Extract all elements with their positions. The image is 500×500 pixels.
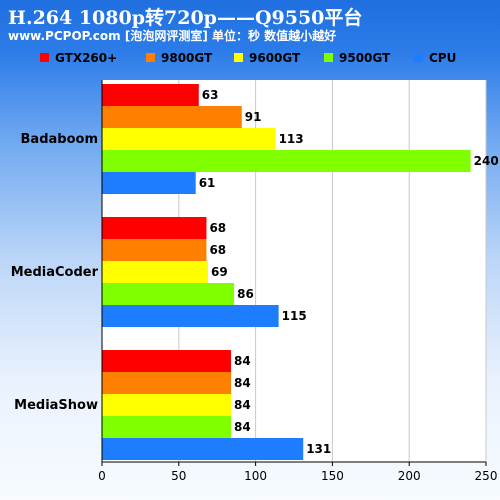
data-label: 84 xyxy=(234,354,251,368)
chart-subtitle: www.PCPOP.com [泡泡网评测室] 单位：秒 数值越小越好 xyxy=(8,29,337,43)
legend-label: 9600GT xyxy=(249,51,301,65)
data-label: 69 xyxy=(211,265,228,279)
legend-label: GTX260+ xyxy=(55,51,117,65)
category-label: MediaShow xyxy=(14,398,98,413)
category-label: MediaCoder xyxy=(11,265,99,280)
x-tick-label: 50 xyxy=(171,469,186,483)
data-label: 131 xyxy=(306,442,331,456)
bar xyxy=(102,128,276,150)
data-label: 63 xyxy=(202,88,219,102)
x-tick-label: 0 xyxy=(98,469,106,483)
x-tick-label: 150 xyxy=(321,469,344,483)
legend-label: 9500GT xyxy=(339,51,391,65)
legend-label: 9800GT xyxy=(161,51,213,65)
legend-swatch xyxy=(324,53,333,62)
bar xyxy=(102,350,232,372)
x-tick-label: 100 xyxy=(244,469,267,483)
data-label: 91 xyxy=(245,110,262,124)
bar xyxy=(102,416,232,438)
x-tick-label: 250 xyxy=(475,469,498,483)
bar xyxy=(102,106,242,128)
data-label: 84 xyxy=(234,376,251,390)
data-label: 68 xyxy=(209,243,226,257)
bar xyxy=(102,172,196,194)
data-label: 115 xyxy=(282,309,307,323)
data-label: 61 xyxy=(199,176,216,190)
category-label: Badaboom xyxy=(21,132,98,147)
data-label: 240 xyxy=(474,154,499,168)
bar xyxy=(102,394,232,416)
data-label: 84 xyxy=(234,420,251,434)
data-label: 113 xyxy=(279,132,304,146)
bar xyxy=(102,283,235,305)
bar xyxy=(102,84,199,106)
bar xyxy=(102,239,207,261)
data-label: 86 xyxy=(237,287,254,301)
data-label: 84 xyxy=(234,398,251,412)
bar xyxy=(102,261,208,283)
bar xyxy=(102,150,471,172)
bar xyxy=(102,438,304,460)
data-label: 68 xyxy=(209,221,226,235)
bar xyxy=(102,372,232,394)
legend-swatch xyxy=(146,53,155,62)
bar xyxy=(102,305,279,327)
legend-swatch xyxy=(234,53,243,62)
legend-swatch xyxy=(414,53,423,62)
legend-swatch xyxy=(40,53,49,62)
bar xyxy=(102,217,207,239)
x-tick-label: 200 xyxy=(398,469,421,483)
chart-title: H.264 1080p转720p——Q9550平台 xyxy=(8,7,363,29)
legend-label: CPU xyxy=(429,51,456,65)
